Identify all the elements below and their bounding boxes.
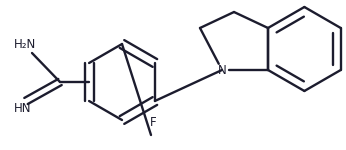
Text: F: F [150,116,156,129]
Text: H₂N: H₂N [14,39,36,51]
Text: HN: HN [14,102,31,114]
Text: N: N [218,63,226,76]
